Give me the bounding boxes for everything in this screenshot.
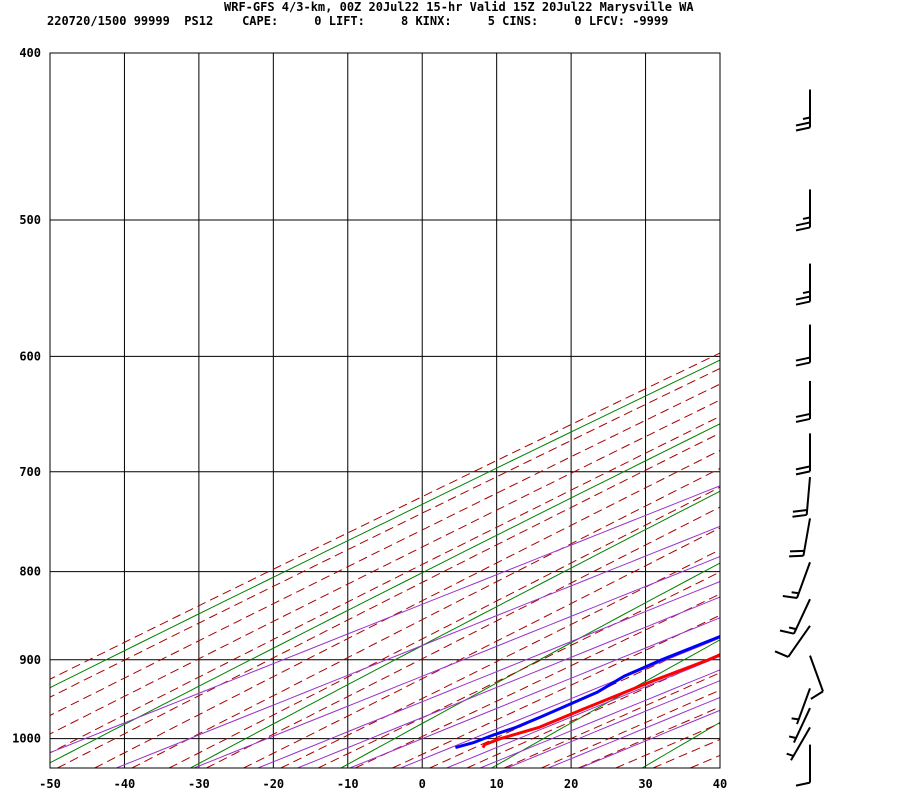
mixing-ratio-line	[548, 696, 720, 768]
y-tick-label: 500	[19, 213, 41, 227]
x-tick-label: 0	[419, 777, 426, 791]
dewpoint-profile-line	[454, 634, 720, 750]
moist-adiabat-line	[168, 486, 720, 768]
wind-barb	[795, 433, 811, 476]
mixing-ratio-line	[506, 680, 720, 768]
x-tick-label: 40	[713, 777, 727, 791]
wind-barb	[786, 726, 811, 761]
wind-barb	[795, 89, 811, 132]
y-tick-label: 900	[19, 653, 41, 667]
wind-barb	[789, 518, 811, 558]
wind-barb	[795, 324, 811, 367]
y-tick-label: 1000	[12, 732, 41, 746]
moist-adiabat-line	[57, 432, 720, 768]
moist-adiabat-line	[690, 754, 720, 768]
wind-barb	[795, 263, 811, 306]
chart-title: WRF-GFS 4/3-km, 00Z 20Jul22 15-hr Valid …	[224, 0, 694, 14]
moist-adiabat-line	[652, 738, 720, 768]
moist-adiabat-line	[503, 672, 720, 768]
mixing-ratio-line	[193, 555, 720, 768]
dry-adiabat-line	[641, 721, 720, 768]
moist-adiabat-line	[317, 571, 720, 768]
x-tick-label: -50	[39, 777, 61, 791]
wind-barb	[795, 189, 811, 232]
moist-adiabat-line	[578, 706, 720, 768]
dry-adiabat-line	[50, 423, 720, 764]
wind-barb	[782, 561, 811, 599]
mixing-ratio-line	[257, 580, 720, 768]
wind-barb	[795, 744, 811, 787]
wind-barbs	[774, 89, 824, 787]
mixing-ratio-line	[480, 669, 720, 768]
x-tick-label: -20	[262, 777, 284, 791]
sounding-profiles	[454, 634, 720, 750]
wind-barb	[788, 707, 811, 743]
x-tick-label: 20	[564, 777, 578, 791]
moist-adiabat-line	[50, 399, 720, 735]
wind-barb	[795, 380, 811, 423]
y-tick-label: 700	[19, 465, 41, 479]
moist-adiabat-line	[94, 449, 720, 768]
moist-adiabat-line	[466, 654, 720, 768]
moist-adiabat-line	[50, 367, 720, 698]
temperature-profile-line	[481, 653, 720, 749]
mixing-ratio-line	[400, 637, 720, 768]
moist-adiabat-line	[50, 415, 720, 754]
moist-adiabat-line	[392, 614, 720, 768]
moist-adiabat-line	[615, 722, 720, 768]
mixing-ratio-line	[116, 525, 720, 768]
plot-frame	[49, 52, 721, 769]
mixing-ratio-line	[446, 655, 720, 768]
y-tick-label: 800	[19, 565, 41, 579]
plot-grid	[50, 53, 720, 768]
axis-labels: -50 -40 -30 -20 -10 0 10 20 30 40 400 500 600 700 800 9…	[12, 46, 727, 791]
moist-adiabat-line	[280, 549, 720, 768]
mixing-ratio-line	[50, 485, 720, 754]
x-tick-label: -10	[337, 777, 359, 791]
moist-adiabat-line	[243, 527, 720, 768]
mixing-ratio-line	[349, 617, 720, 768]
moist-adiabat-line	[541, 689, 720, 768]
y-tick-label: 600	[19, 349, 41, 363]
wind-barb	[792, 476, 811, 518]
chart-stats-line: 220720/1500 99999 PS12 CAPE: 0 LIFT: 8 K…	[47, 14, 669, 28]
moist-adiabat-line	[50, 352, 720, 680]
dry-adiabat-line	[340, 562, 720, 768]
wind-barb	[809, 655, 824, 700]
x-tick-label: 30	[638, 777, 652, 791]
x-tick-label: 10	[489, 777, 503, 791]
moist-adiabat-line	[206, 506, 720, 768]
moist-adiabat-line	[429, 634, 720, 768]
wind-barb	[791, 688, 811, 725]
wind-barb	[774, 625, 811, 658]
x-tick-label: -40	[114, 777, 136, 791]
y-tick-label: 400	[19, 46, 41, 60]
dry-adiabat-line	[491, 639, 720, 768]
moist-adiabat-line	[131, 467, 720, 768]
mixing-ratio-line	[297, 596, 720, 768]
wind-barb	[779, 598, 811, 635]
dry-adiabat-line	[190, 490, 720, 768]
dry-adiabat-line	[50, 359, 720, 689]
x-tick-label: -30	[188, 777, 210, 791]
moist-adiabat-line	[50, 383, 720, 717]
